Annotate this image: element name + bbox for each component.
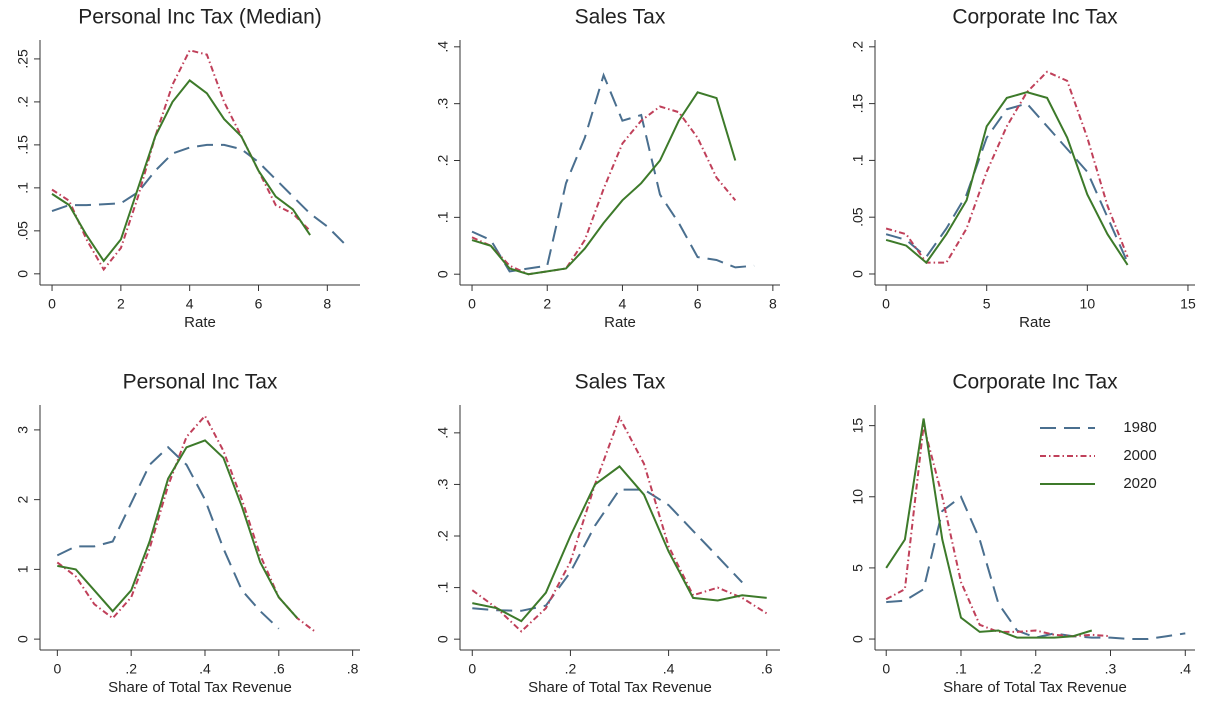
y-tick-label: .05 bbox=[15, 221, 31, 241]
y-tick-label: .1 bbox=[435, 582, 451, 594]
density-line bbox=[471, 91, 737, 276]
y-tick-label: 0 bbox=[435, 270, 451, 278]
x-axis-label: Share of Total Tax Revenue bbox=[943, 679, 1127, 696]
panel-title: Sales Tax bbox=[575, 6, 666, 29]
y-tick-label: 15 bbox=[850, 418, 866, 434]
y-tick-label: 0 bbox=[850, 270, 866, 278]
x-tick-label: 0 bbox=[882, 661, 890, 677]
x-axis-label: Rate bbox=[604, 314, 636, 331]
x-tick-label: 2 bbox=[543, 296, 551, 312]
panel-title: Personal Inc Tax (Median) bbox=[78, 6, 322, 29]
legend-label: 1980 bbox=[1123, 419, 1156, 436]
y-tick-label: .4 bbox=[435, 41, 451, 53]
y-tick-label: 10 bbox=[850, 489, 866, 505]
y-tick-label: .15 bbox=[850, 94, 866, 114]
x-axis-label: Rate bbox=[184, 314, 216, 331]
y-tick-label: 1 bbox=[15, 565, 31, 573]
x-axis-label: Share of Total Tax Revenue bbox=[108, 679, 292, 696]
density-line bbox=[56, 445, 280, 630]
density-line bbox=[472, 465, 767, 623]
x-tick-label: .4 bbox=[199, 661, 211, 677]
y-tick-label: 2 bbox=[15, 496, 31, 504]
x-tick-label: .2 bbox=[125, 661, 137, 677]
y-tick-label: 0 bbox=[15, 635, 31, 643]
x-tick-label: 4 bbox=[186, 296, 194, 312]
x-tick-label: 0 bbox=[882, 296, 890, 312]
density-line bbox=[471, 414, 768, 633]
y-tick-label: .1 bbox=[850, 154, 866, 166]
x-tick-label: 0 bbox=[468, 296, 476, 312]
x-tick-label: .6 bbox=[273, 661, 285, 677]
panel-title: Sales Tax bbox=[575, 371, 666, 394]
x-tick-label: 10 bbox=[1080, 296, 1096, 312]
x-tick-label: 0 bbox=[53, 661, 61, 677]
x-tick-label: 4 bbox=[619, 296, 627, 312]
x-axis-label: Rate bbox=[1019, 314, 1051, 331]
density-line bbox=[885, 91, 1129, 266]
x-tick-label: 6 bbox=[694, 296, 702, 312]
x-tick-label: 8 bbox=[323, 296, 331, 312]
x-tick-label: 15 bbox=[1180, 296, 1196, 312]
x-tick-label: .2 bbox=[1030, 661, 1042, 677]
density-line bbox=[885, 102, 1129, 264]
y-tick-label: .3 bbox=[435, 98, 451, 110]
y-tick-label: .1 bbox=[435, 211, 451, 223]
x-tick-label: 5 bbox=[983, 296, 991, 312]
y-tick-label: 0 bbox=[15, 270, 31, 278]
panel-title: Corporate Inc Tax bbox=[952, 6, 1118, 29]
y-tick-label: .15 bbox=[15, 135, 31, 155]
y-tick-label: .1 bbox=[15, 182, 31, 194]
y-tick-label: .05 bbox=[850, 207, 866, 227]
density-line bbox=[56, 414, 317, 633]
y-tick-label: .25 bbox=[15, 49, 31, 69]
y-tick-label: 3 bbox=[15, 426, 31, 434]
x-tick-label: 0 bbox=[48, 296, 56, 312]
legend-label: 2020 bbox=[1123, 475, 1156, 492]
x-tick-label: .3 bbox=[1105, 661, 1117, 677]
x-tick-label: .4 bbox=[1179, 661, 1191, 677]
x-axis-label: Share of Total Tax Revenue bbox=[528, 679, 712, 696]
density-line bbox=[885, 418, 1093, 639]
density-line bbox=[886, 495, 1186, 640]
panel-title: Corporate Inc Tax bbox=[952, 371, 1118, 394]
y-tick-label: .3 bbox=[435, 478, 451, 490]
density-line bbox=[471, 72, 755, 273]
x-tick-label: 6 bbox=[255, 296, 263, 312]
x-tick-label: .2 bbox=[565, 661, 577, 677]
x-tick-label: 2 bbox=[117, 296, 125, 312]
density-line bbox=[57, 439, 299, 619]
x-tick-label: .1 bbox=[955, 661, 967, 677]
density-line bbox=[885, 425, 1111, 638]
y-tick-label: .4 bbox=[435, 427, 451, 439]
legend-label: 2000 bbox=[1123, 447, 1156, 464]
x-tick-label: .8 bbox=[347, 661, 359, 677]
density-line bbox=[885, 70, 1129, 264]
y-tick-label: .2 bbox=[850, 41, 866, 53]
panel-title: Personal Inc Tax bbox=[123, 371, 278, 394]
y-tick-label: 0 bbox=[435, 635, 451, 643]
x-tick-label: .4 bbox=[663, 661, 675, 677]
y-tick-label: .2 bbox=[435, 154, 451, 166]
y-tick-label: .2 bbox=[15, 96, 31, 108]
density-line bbox=[471, 105, 737, 276]
x-tick-label: 8 bbox=[769, 296, 777, 312]
x-tick-label: 0 bbox=[468, 661, 476, 677]
density-line bbox=[51, 49, 311, 272]
x-tick-label: .6 bbox=[761, 661, 773, 677]
density-line bbox=[51, 79, 311, 263]
y-tick-label: 5 bbox=[850, 564, 866, 572]
density-line bbox=[51, 143, 346, 245]
y-tick-label: .2 bbox=[435, 530, 451, 542]
y-tick-label: 0 bbox=[850, 635, 866, 643]
